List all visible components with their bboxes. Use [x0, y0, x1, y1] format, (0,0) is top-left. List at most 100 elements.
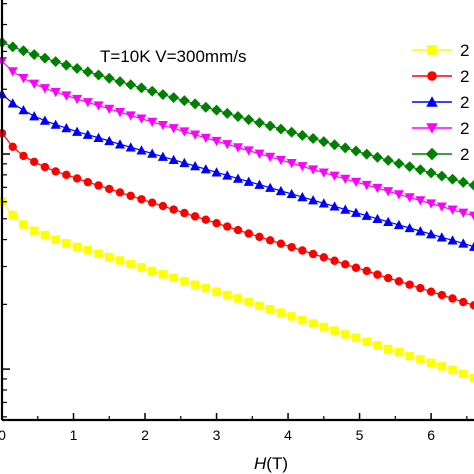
series-5-point [114, 76, 126, 88]
series-2-point [416, 283, 425, 293]
series-2-point [147, 198, 157, 207]
series-4-point [318, 168, 329, 178]
series-5-point [211, 104, 223, 116]
series-4-point [243, 146, 254, 156]
series-1-point [137, 263, 146, 272]
series-2 [0, 128, 474, 310]
series-3-point [297, 191, 308, 202]
series-4-point [275, 155, 286, 166]
series-5-point [264, 120, 276, 132]
series-5-point [318, 136, 330, 148]
series-3-point [7, 98, 18, 108]
series-3-point [361, 210, 372, 220]
series-5-point [232, 111, 244, 122]
series-2-point [459, 297, 468, 307]
series-3-point [93, 132, 104, 142]
series-1-point [158, 270, 168, 279]
series-4-point [93, 101, 104, 111]
series-4-point [157, 120, 168, 131]
series-2-point [287, 242, 296, 252]
series-4-point [50, 87, 61, 98]
series-5-point [93, 69, 105, 81]
series-4-point [39, 84, 50, 94]
series-3-point [157, 151, 168, 161]
series-2-point [126, 191, 135, 201]
series-3-point [222, 170, 233, 180]
legend-item: 2 [412, 41, 469, 60]
series-1-point [180, 277, 189, 286]
series-1-point [394, 347, 404, 357]
series-1-point [416, 355, 425, 364]
series-2-point [308, 249, 318, 259]
series-3-point [179, 157, 190, 168]
series-1-point [308, 319, 318, 328]
series-5-point [82, 66, 94, 78]
series-1-point [287, 312, 296, 321]
series-5-point [135, 82, 147, 94]
series-4-point [179, 127, 190, 137]
legend-item: 2 [412, 145, 469, 164]
series-3-point [61, 123, 72, 133]
series-2-point [29, 157, 39, 167]
series-3-point [232, 173, 244, 183]
series-3-point [147, 148, 158, 158]
series-3-point [350, 207, 362, 217]
series-1-point [147, 266, 157, 276]
series-4-point [190, 130, 201, 140]
series-4-point [82, 98, 93, 108]
series-3-point [190, 161, 201, 171]
series-5-point [382, 154, 394, 166]
series-4-point [136, 114, 147, 124]
series-2-point [373, 270, 382, 279]
series-2-point [330, 256, 339, 265]
series-1-point [244, 297, 253, 307]
series-5-point [296, 129, 308, 141]
series-5-point [286, 126, 298, 138]
series-1-point [83, 246, 93, 255]
series-5-point [243, 114, 255, 126]
series-5-point [60, 59, 72, 71]
series-5-point [404, 161, 416, 173]
x-axis-title: H(T) [254, 454, 288, 473]
series-3-point [340, 204, 351, 214]
legend: 2 2 2 2 2 [412, 41, 469, 164]
series-5-point [414, 164, 426, 176]
series-2-point [319, 253, 329, 262]
series-5-point [39, 52, 51, 64]
series-4-point [254, 149, 265, 159]
series-4-point [125, 111, 136, 121]
series-1-point [330, 326, 339, 335]
series-3-point [436, 232, 447, 242]
series-5-point [189, 98, 201, 110]
series-5-point [447, 173, 459, 185]
series-3-point [404, 222, 415, 233]
series-1-point [190, 280, 200, 289]
series-4-point [222, 140, 233, 150]
series-3-point [275, 185, 286, 196]
series-4-point [393, 190, 404, 200]
series-4-point [286, 159, 297, 169]
series-2-point [83, 177, 93, 187]
series-2-point [180, 208, 189, 218]
series-2-point [190, 212, 200, 221]
x-tick-label: 2 [141, 427, 149, 443]
series-3-point [329, 201, 340, 211]
x-axis-title-symbol: H [254, 454, 267, 473]
series-1-point [319, 322, 329, 332]
series-1-point [29, 226, 39, 235]
series-3-point [168, 154, 179, 164]
series-5-point [28, 49, 40, 61]
series-4-point [468, 211, 474, 221]
series-3-point [125, 142, 136, 152]
series-3-point [383, 216, 394, 227]
series-1-point [383, 344, 393, 354]
series-1-point [105, 252, 114, 262]
series-1-point [448, 365, 457, 375]
series-2-point [244, 229, 253, 238]
series-3-point [426, 229, 437, 239]
series-1-point [201, 283, 211, 293]
series-2-point [469, 301, 474, 310]
x-tick-label: 0 [0, 427, 6, 443]
x-tick-label: 4 [284, 427, 292, 443]
